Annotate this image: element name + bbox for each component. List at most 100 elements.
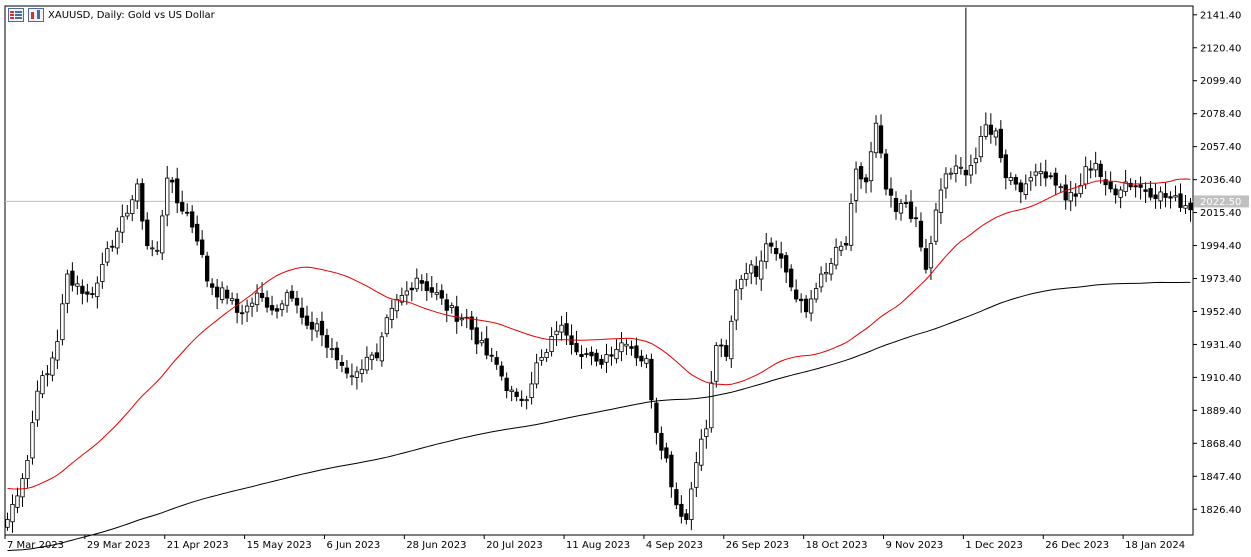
candle-body [439,290,444,299]
candle-body [259,292,265,299]
candle-body [5,519,10,528]
candle-body [539,357,544,361]
candle-body [50,357,55,376]
candle-body [180,202,185,212]
candle-body [120,216,125,233]
candle-body [669,454,674,488]
y-tick-label: 1952.40 [1200,307,1241,318]
candle-body [1113,188,1118,196]
candle-body [759,260,764,280]
candle-body [943,173,949,189]
candle-body [838,245,844,251]
y-tick-label: 2057.40 [1200,142,1241,153]
candle-body [804,298,809,313]
y-tick-label: 2078.40 [1200,109,1241,120]
candle-body [1043,171,1048,179]
candle-body [379,336,385,362]
candle-body [968,165,974,176]
candle-body [1023,183,1028,195]
candle-body [1178,193,1183,208]
candle-body [374,352,380,359]
candle-body [559,324,564,333]
candle-body [594,352,599,362]
candle-body [1008,177,1013,181]
candle-body [564,323,569,336]
candle-body [269,305,275,311]
candle-body [589,351,594,357]
candle-body [709,382,714,429]
candle-body [70,270,75,286]
plot-frame [4,5,1194,536]
current-price-tag [1194,195,1249,208]
candle-body [354,371,360,378]
candle-body [639,355,644,362]
list-view-icon[interactable] [8,8,24,22]
candle-body [494,357,499,365]
candle-body [529,383,534,398]
candle-body [309,321,315,330]
candle-body [329,348,335,351]
candle-body [749,264,754,274]
candle-body [983,124,988,137]
candle-body [1123,181,1128,192]
candle-body [404,290,409,296]
candle-body [1153,194,1158,200]
candle-body [150,247,155,250]
candle-body [165,177,170,216]
candle-body [1138,184,1143,188]
candle-body [469,316,474,330]
candle-body [1128,182,1133,188]
candle-body [1108,181,1113,190]
x-tick-label: 21 Apr 2023 [167,540,229,551]
candle-body [25,459,30,480]
candle-body [1148,188,1153,198]
candle-body [843,242,849,246]
candle-body [349,375,355,378]
x-tick-label: 15 May 2023 [247,540,312,551]
candle-body [105,248,110,263]
candle-body [1173,195,1178,198]
candle-body [334,347,340,361]
chart-title: XAUUSD, Daily: Gold vs US Dollar [48,9,215,21]
candle-body [624,343,629,347]
candle-body [544,352,549,358]
candle-body [1048,175,1053,178]
candle-body [489,354,494,357]
candle-body [908,201,914,219]
y-tick-label: 2036.40 [1200,175,1241,186]
candle-body [808,298,814,314]
candle-body [339,361,345,366]
candle-body [774,247,779,255]
candle-body [918,220,924,248]
candle-body [1083,166,1088,185]
candle-body [1028,177,1033,182]
y-tick-label: 1889.40 [1200,406,1241,417]
candle-body [524,399,529,402]
candle-body [160,215,165,254]
candle-body [694,462,699,488]
candle-body [659,432,664,451]
candle-body [1093,162,1098,171]
candle-body [219,287,225,300]
candle-body [499,365,504,377]
y-tick-label: 1910.40 [1200,373,1241,384]
candle-body [848,203,854,246]
candle-body [1058,186,1063,189]
candle-body [130,199,135,214]
candle-body [55,341,60,361]
bar-chart-icon[interactable] [28,8,44,22]
candle-body [85,291,90,295]
y-tick-label: 2099.40 [1200,76,1241,87]
candle-body [619,342,624,353]
candle-body [1003,154,1008,179]
candle-body [344,367,350,374]
candle-body [195,223,200,242]
candle-body [938,189,944,213]
candle-body [853,168,859,201]
candle-body [95,282,100,298]
candle-body [754,265,759,277]
candle-body [1063,184,1068,201]
candle-body [958,166,964,169]
